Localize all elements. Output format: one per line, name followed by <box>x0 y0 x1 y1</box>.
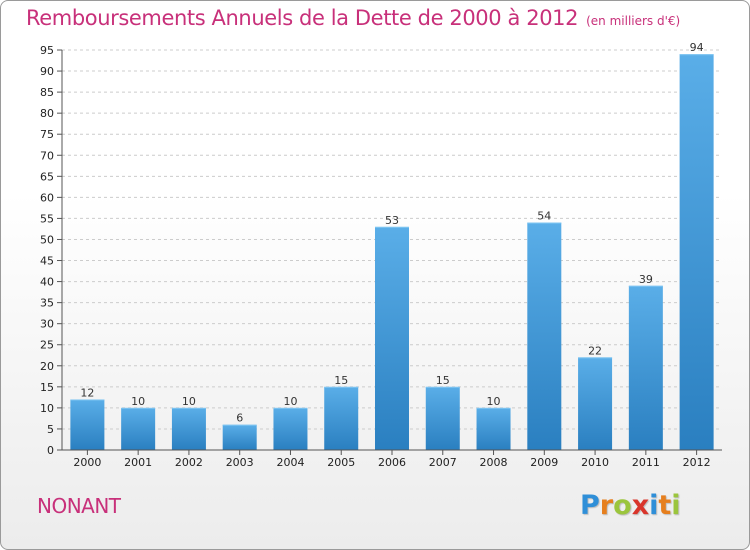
y-tick-label: 10 <box>40 402 54 415</box>
x-tick-label: 2004 <box>276 456 304 469</box>
bar-2003 <box>222 424 257 450</box>
logo-letter: i <box>671 490 681 521</box>
data-label-2010: 22 <box>588 344 602 357</box>
x-tick-label: 2007 <box>429 456 457 469</box>
data-label-2001: 10 <box>131 395 145 408</box>
data-label-2008: 10 <box>487 395 501 408</box>
y-tick-label: 55 <box>40 212 54 225</box>
logo-letter: i <box>649 490 659 521</box>
y-tick-label: 50 <box>40 233 54 246</box>
x-tick-label: 2011 <box>632 456 660 469</box>
bar-2011 <box>628 285 663 450</box>
x-tick-label: 2000 <box>73 456 101 469</box>
x-tick-label: 2005 <box>327 456 355 469</box>
labels: 0 5 10 15 20 25 30 35 40 45 50 55 60 65 70 75 80 85 90 95 12… <box>40 41 711 469</box>
y-tick-label: 45 <box>40 255 54 268</box>
y-tick-label: 80 <box>40 107 54 120</box>
x-tick-label: 2008 <box>480 456 508 469</box>
commune-name: NONANT <box>37 494 121 518</box>
bars <box>70 54 714 451</box>
data-label-2006: 53 <box>385 214 399 227</box>
chart-title: Remboursements Annuels de la Dette de 20… <box>26 6 680 30</box>
axes <box>57 49 722 455</box>
data-label-2007: 15 <box>436 374 450 387</box>
data-label-2000: 12 <box>80 386 94 399</box>
logo-letter: r <box>599 490 614 521</box>
y-tick-label: 65 <box>40 170 54 183</box>
y-tick-label: 15 <box>40 381 54 394</box>
logo-letter: x <box>631 490 650 521</box>
y-tick-label: 0 <box>47 444 54 457</box>
y-tick-label: 90 <box>40 65 54 78</box>
x-tick-label: 2009 <box>530 456 558 469</box>
y-tick-label: 25 <box>40 339 54 352</box>
bar-2006 <box>375 226 409 450</box>
y-tick-label: 95 <box>40 44 54 57</box>
data-label-2004: 10 <box>283 395 297 408</box>
x-tick-label: 2003 <box>226 456 254 469</box>
x-tick-label: 2001 <box>124 456 152 469</box>
y-tick-label: 40 <box>40 276 54 289</box>
proxiti-logo: Proxiti <box>580 490 681 521</box>
bar-2001 <box>121 407 156 450</box>
y-tick-label: 35 <box>40 297 54 310</box>
bar-2012 <box>679 54 714 451</box>
y-tick-label: 75 <box>40 128 54 141</box>
y-tick-label: 5 <box>47 423 54 436</box>
bar-2000 <box>70 399 105 450</box>
y-tick-label: 70 <box>40 149 54 162</box>
data-label-2005: 15 <box>334 374 348 387</box>
bar-2009 <box>527 222 562 450</box>
logo-letter: o <box>613 490 632 521</box>
chart-title-text: Remboursements Annuels de la Dette de 20… <box>26 6 579 30</box>
x-tick-label: 2002 <box>175 456 203 469</box>
x-tick-label: 2012 <box>683 456 711 469</box>
bar-2004 <box>273 407 308 450</box>
bar-2010 <box>578 357 613 450</box>
bar-2005 <box>324 386 359 450</box>
data-label-2003: 6 <box>236 412 243 425</box>
data-label-2012: 94 <box>690 41 704 54</box>
y-tick-label: 30 <box>40 318 54 331</box>
data-label-2009: 54 <box>537 210 551 223</box>
bar-2008 <box>476 407 511 450</box>
logo-letter: P <box>580 490 600 521</box>
bar-2002 <box>171 407 206 450</box>
bar-2007 <box>425 386 460 450</box>
data-label-2011: 39 <box>639 273 653 286</box>
x-tick-label: 2006 <box>378 456 406 469</box>
data-label-2002: 10 <box>182 395 196 408</box>
y-tick-label: 60 <box>40 191 54 204</box>
x-tick-label: 2010 <box>581 456 609 469</box>
y-tick-label: 20 <box>40 360 54 373</box>
y-tick-label: 85 <box>40 86 54 99</box>
chart-title-unit: (en milliers d'€) <box>586 14 681 28</box>
logo-letter: t <box>658 490 672 521</box>
